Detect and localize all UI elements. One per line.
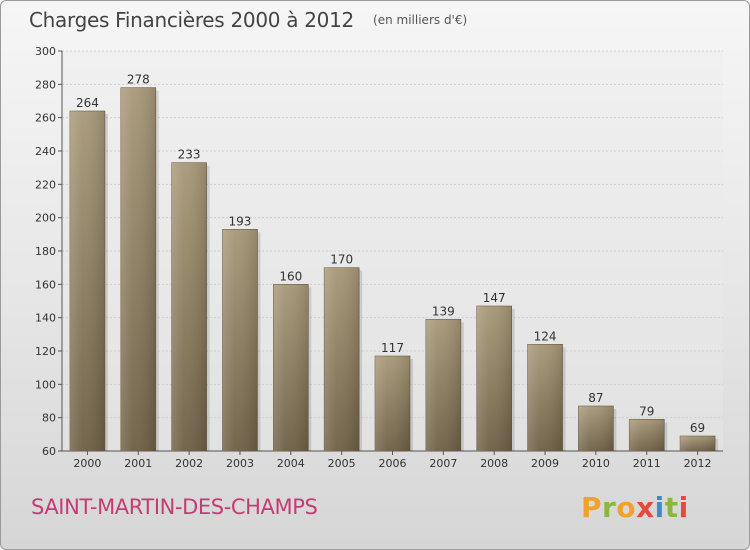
y-tick-label: 140 bbox=[35, 312, 56, 325]
y-tick-label: 80 bbox=[42, 412, 56, 425]
x-tick-label: 2002 bbox=[175, 457, 203, 470]
y-tick-label: 280 bbox=[35, 78, 56, 91]
value-labels: 264 278 233 193 160 170 117 139 147 124 87 79 69 bbox=[76, 73, 705, 435]
x-tick-label: 2007 bbox=[429, 457, 457, 470]
y-tick-label: 180 bbox=[35, 245, 56, 258]
x-tick-label: 2012 bbox=[684, 457, 712, 470]
x-tick-label: 2004 bbox=[277, 457, 305, 470]
value-label: 117 bbox=[381, 341, 404, 355]
bar-shine bbox=[69, 111, 105, 451]
bar-shine bbox=[578, 406, 614, 451]
y-tick-label: 220 bbox=[35, 178, 56, 191]
proxiti-logo[interactable]: Proxiti bbox=[581, 491, 689, 524]
logo-letter: t bbox=[664, 491, 679, 524]
value-label: 170 bbox=[330, 253, 353, 267]
bars bbox=[69, 87, 719, 452]
bar-shine bbox=[273, 284, 309, 451]
bar-shine bbox=[120, 87, 156, 452]
commune-name: SAINT-MARTIN-DES-CHAMPS bbox=[31, 495, 318, 519]
x-tick-label: 2011 bbox=[633, 457, 661, 470]
y-tick-label: 240 bbox=[35, 145, 56, 158]
chart-subtitle: (en milliers d'€) bbox=[373, 13, 468, 27]
chart-title: Charges Financières 2000 à 2012 bbox=[29, 8, 354, 32]
logo-letter: o bbox=[616, 491, 637, 524]
bar-shine bbox=[680, 436, 716, 451]
y-tick-label: 160 bbox=[35, 278, 56, 291]
value-label: 278 bbox=[127, 73, 150, 87]
x-tick-label: 2001 bbox=[124, 457, 152, 470]
value-label: 160 bbox=[279, 269, 302, 283]
bar-shine bbox=[222, 229, 258, 451]
logo-letter: P bbox=[581, 491, 603, 524]
x-tick-label: 2000 bbox=[73, 457, 101, 470]
x-tick-label: 2009 bbox=[531, 457, 559, 470]
value-label: 147 bbox=[483, 291, 506, 305]
value-label: 124 bbox=[534, 329, 557, 343]
x-tick-label: 2008 bbox=[480, 457, 508, 470]
value-label: 87 bbox=[588, 391, 603, 405]
logo-letter: i bbox=[678, 491, 689, 524]
bar-shine bbox=[425, 319, 461, 451]
bar-shine bbox=[629, 419, 665, 451]
logo-letter: x bbox=[636, 491, 655, 524]
y-tick-labels: 60 80 100 120 140 160 180 200 220 240 260 280 300 bbox=[35, 45, 56, 458]
x-tick-labels: 2000 2001 2002 2003 2004 2005 2006 2007 2008 2009… bbox=[73, 457, 711, 470]
chart-title-block: Charges Financières 2000 à 2012 (en mill… bbox=[29, 8, 467, 32]
bar-shine bbox=[527, 344, 563, 451]
value-label: 69 bbox=[690, 421, 705, 435]
y-tick-label: 200 bbox=[35, 212, 56, 225]
bar-shine bbox=[171, 162, 207, 451]
logo-letter: i bbox=[654, 491, 665, 524]
value-label: 233 bbox=[178, 148, 201, 162]
value-label: 79 bbox=[639, 404, 654, 418]
logo-letter: r bbox=[602, 491, 617, 524]
bar-shine bbox=[324, 267, 360, 451]
x-tick-label: 2003 bbox=[226, 457, 254, 470]
y-tick-label: 60 bbox=[42, 445, 56, 458]
bar-shine bbox=[375, 356, 410, 451]
value-label: 193 bbox=[229, 214, 252, 228]
y-tick-label: 300 bbox=[35, 45, 56, 58]
x-tick-label: 2005 bbox=[328, 457, 356, 470]
value-label: 264 bbox=[76, 96, 99, 110]
y-tick-label: 120 bbox=[35, 345, 56, 358]
x-tick-label: 2006 bbox=[379, 457, 407, 470]
y-tick-label: 260 bbox=[35, 112, 56, 125]
x-tick-label: 2010 bbox=[582, 457, 610, 470]
bar-shine bbox=[476, 306, 512, 451]
y-tick-label: 100 bbox=[35, 378, 56, 391]
value-label: 139 bbox=[432, 304, 455, 318]
